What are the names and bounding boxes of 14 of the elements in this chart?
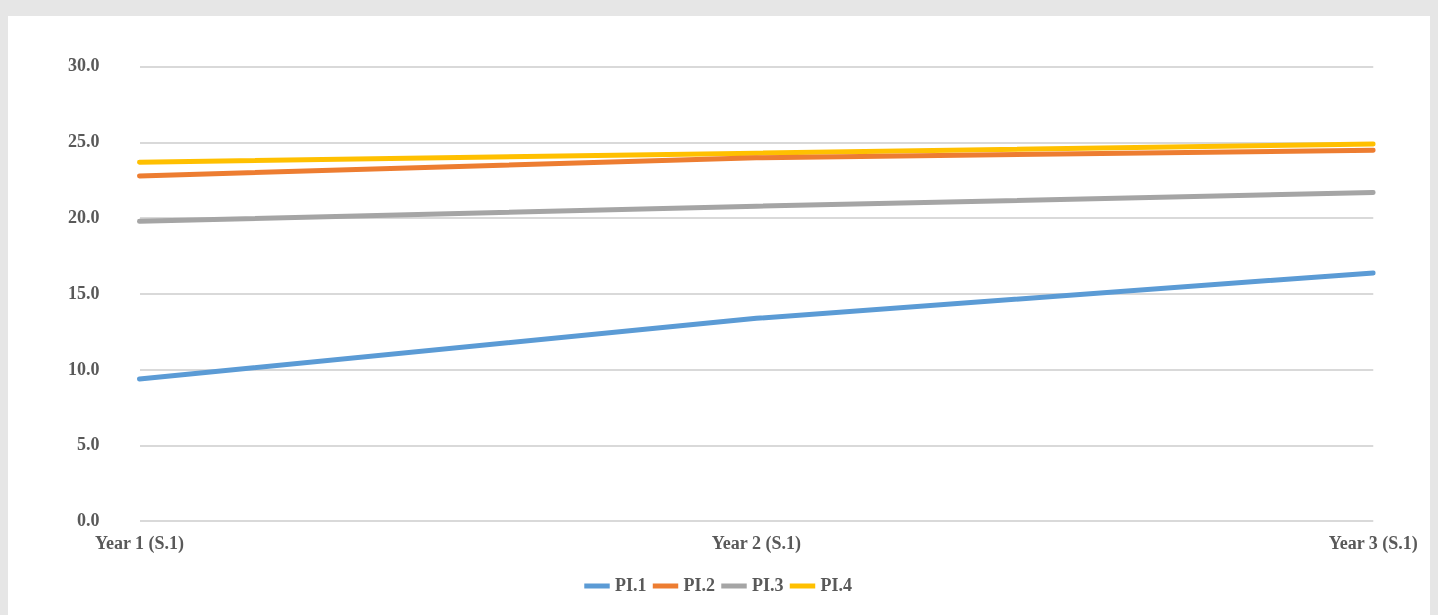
x-tick-label: Year 2 (S.1) (711, 532, 801, 554)
legend-label: PI.4 (820, 574, 852, 595)
legend-label: PI.3 (752, 574, 784, 595)
x-tick-label: Year 1 (S.1) (94, 532, 185, 554)
y-tick-label: 0.0 (77, 510, 100, 531)
y-tick-label: 15.0 (68, 282, 100, 303)
y-tick-label: 20.0 (68, 206, 100, 227)
y-tick-label: 10.0 (68, 358, 100, 379)
y-tick-label: 5.0 (77, 434, 100, 455)
y-tick-label: 30.0 (68, 55, 100, 76)
y-tick-label: 25.0 (68, 131, 100, 152)
legend-label: PI.2 (683, 574, 715, 595)
legend-label: PI.1 (615, 574, 647, 595)
x-tick-label: Year 3 (S.1) (1328, 532, 1418, 554)
